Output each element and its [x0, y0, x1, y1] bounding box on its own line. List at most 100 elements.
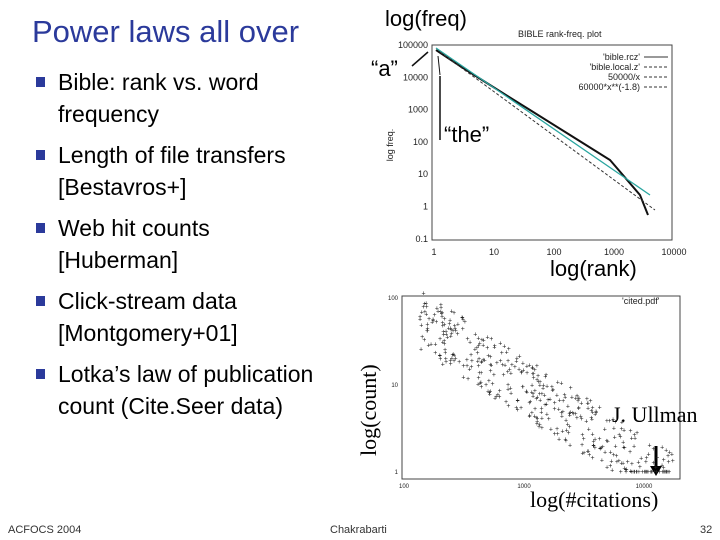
- scatter-point: +: [527, 413, 531, 420]
- scatter-point: +: [579, 414, 583, 421]
- fit-line: [435, 47, 651, 196]
- x-tick-label: 1000: [517, 484, 531, 490]
- scatter-point: +: [530, 383, 534, 390]
- scatter-point: +: [475, 345, 479, 352]
- scatter-point: +: [615, 459, 619, 466]
- scatter-point: +: [599, 445, 603, 452]
- scatter-point: +: [568, 442, 572, 449]
- scatter-point: +: [445, 335, 449, 342]
- scatter-point: +: [663, 469, 667, 476]
- scatter-point: +: [482, 337, 486, 344]
- scatter-point: +: [450, 309, 454, 316]
- scatter-point: +: [420, 310, 424, 317]
- scatter-point: +: [422, 337, 426, 344]
- scatter-point: +: [572, 411, 576, 418]
- scatter-point: +: [488, 392, 492, 399]
- scatter-point: +: [655, 455, 659, 462]
- annotation: log(rank): [550, 256, 637, 281]
- scatter-point: +: [622, 445, 626, 452]
- scatter-point: +: [589, 408, 593, 415]
- scatter-point: +: [419, 346, 423, 353]
- scatter-point: +: [521, 384, 525, 391]
- scatter-point: +: [547, 416, 551, 423]
- scatter-point: +: [586, 448, 590, 455]
- scatter-point: +: [574, 411, 578, 418]
- scatter-point: +: [454, 328, 458, 335]
- scatter-point: +: [509, 391, 513, 398]
- scatter-point: +: [530, 365, 534, 372]
- scatter-point: +: [436, 308, 440, 315]
- scatter-point: +: [613, 444, 617, 451]
- scatter-point: +: [536, 379, 540, 386]
- scatter-point: +: [449, 334, 453, 341]
- scatter-point: +: [661, 469, 665, 476]
- scatter-point: +: [563, 394, 567, 401]
- scatter-point: +: [638, 464, 642, 471]
- scatter-point: +: [566, 404, 570, 411]
- scatter-point: +: [461, 315, 465, 322]
- scatter-point: +: [662, 457, 666, 464]
- scatter-point: +: [557, 437, 561, 444]
- scatter-point: +: [487, 390, 491, 397]
- scatter-point: +: [624, 467, 628, 474]
- scatter-point: +: [534, 396, 538, 403]
- scatter-point: +: [540, 415, 544, 422]
- scatter-point: +: [613, 435, 617, 442]
- scatter-point: +: [478, 381, 482, 388]
- scatter-point: +: [664, 448, 668, 455]
- scatter-point: +: [605, 465, 609, 472]
- scatter-point: +: [663, 469, 667, 476]
- scatter-point: +: [421, 304, 425, 311]
- scatter-point: +: [556, 431, 560, 438]
- scatter-point: +: [623, 445, 627, 452]
- scatter-point: +: [515, 407, 519, 414]
- scatter-point: +: [452, 353, 456, 360]
- scatter-point: +: [433, 342, 437, 349]
- scatter-point: +: [533, 406, 537, 413]
- legend-entry: 'bible.local.z': [590, 62, 641, 72]
- scatter-point: +: [652, 460, 656, 467]
- scatter-point: +: [447, 325, 451, 332]
- scatter-point: +: [433, 350, 437, 357]
- x-tick-label: 100: [399, 484, 410, 490]
- scatter-point: +: [527, 400, 531, 407]
- scatter-point: +: [425, 322, 429, 329]
- scatter-point: +: [614, 453, 618, 460]
- scatter-point: +: [593, 445, 597, 452]
- scatter-point: +: [660, 463, 664, 470]
- scatter-point: +: [456, 322, 460, 329]
- scatter-point: +: [590, 432, 594, 439]
- x-tick-label: 1: [431, 247, 436, 257]
- arrow: [411, 51, 429, 67]
- scatter-point: +: [576, 396, 580, 403]
- scatter-point: +: [605, 418, 609, 425]
- scatter-point: +: [667, 469, 671, 476]
- footer-left: ACFOCS 2004: [8, 524, 82, 536]
- scatter-point: +: [449, 327, 453, 334]
- bullet: Click-stream data [Montgomery+01]: [34, 285, 326, 349]
- scatter-point: +: [495, 360, 499, 367]
- scatter-point: +: [442, 322, 446, 329]
- scatter-point: +: [644, 459, 648, 466]
- scatter-point: +: [619, 469, 623, 476]
- scatter-point: +: [664, 469, 668, 476]
- scatter-point: +: [561, 398, 565, 405]
- scatter-point: +: [429, 341, 433, 348]
- scatter-point: +: [545, 412, 549, 419]
- scatter-point: +: [587, 427, 591, 434]
- scatter-point: +: [533, 367, 537, 374]
- legend-entry: 60000*x**(-1.8): [578, 82, 640, 92]
- scatter-point: +: [580, 442, 584, 449]
- scatter-point: +: [654, 465, 658, 472]
- scatter-point: +: [519, 370, 523, 377]
- scatter-point: +: [538, 397, 542, 404]
- scatter-point: +: [622, 466, 626, 473]
- scatter-point: +: [629, 428, 633, 435]
- scatter-point: +: [496, 392, 500, 399]
- scatter-point: +: [592, 442, 596, 449]
- scatter-point: +: [477, 356, 481, 363]
- scatter-point: +: [657, 469, 661, 476]
- y-tick-label: 1000: [408, 105, 428, 115]
- x-tick-label: 1000: [604, 247, 624, 257]
- scatter-point: +: [544, 372, 548, 379]
